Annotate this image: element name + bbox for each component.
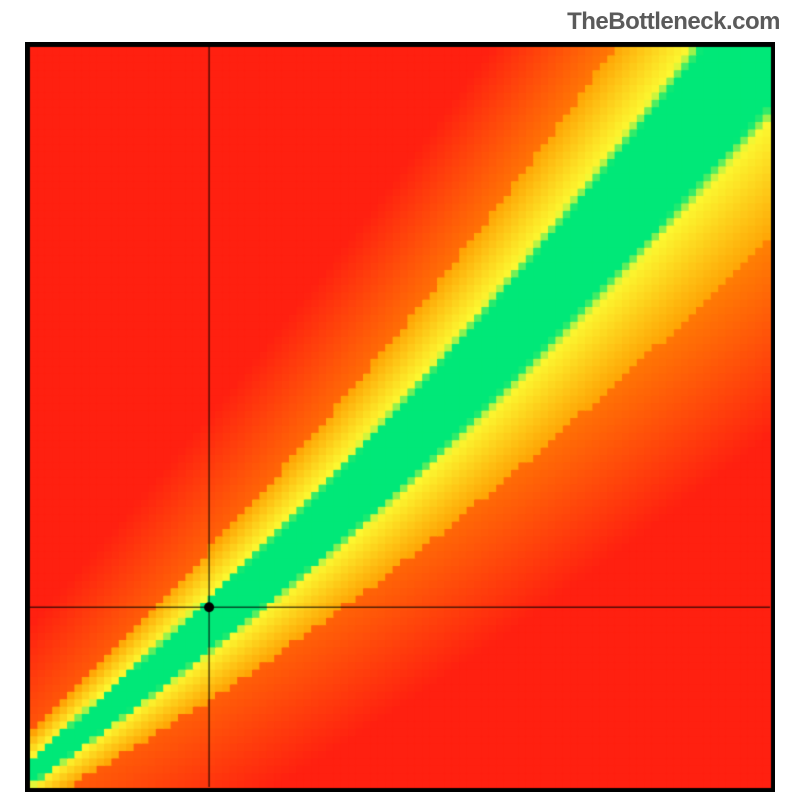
heatmap-frame — [25, 42, 775, 792]
page-container: TheBottleneck.com — [0, 0, 800, 800]
bottleneck-heatmap — [25, 42, 775, 792]
watermark-text: TheBottleneck.com — [567, 8, 780, 36]
